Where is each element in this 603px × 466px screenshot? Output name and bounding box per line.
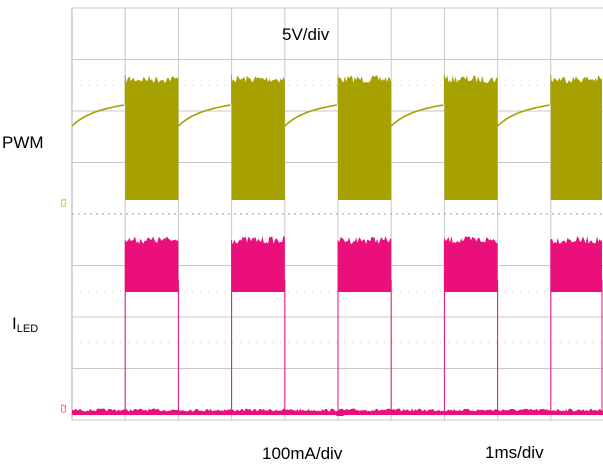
channel-1-marker: C1 — [61, 198, 68, 207]
channel-2-marker: C2 — [61, 404, 68, 413]
iled-label-main: I — [12, 314, 17, 333]
pwm-low-segment — [497, 104, 550, 127]
time-scale-label: 1ms/div — [485, 443, 544, 462]
current-scale-label: 100mA/div — [262, 444, 343, 463]
pwm-low-segment — [390, 104, 444, 127]
voltage-scale-label: 5V/div — [282, 25, 330, 44]
iled-pulse — [444, 236, 498, 292]
iled-trace — [72, 236, 603, 415]
pwm-pulse — [550, 75, 602, 200]
pwm-low-segment — [71, 104, 125, 127]
iled-pulse — [550, 236, 602, 292]
iled-pulse — [125, 236, 179, 292]
pwm-pulse — [125, 75, 179, 200]
iled-label: ILED — [12, 314, 38, 335]
iled-label-subscript: LED — [16, 323, 39, 335]
pwm-low-segment — [177, 104, 231, 127]
pwm-low-segment — [284, 104, 337, 127]
iled-pulse — [231, 236, 285, 292]
pwm-pulse — [231, 75, 285, 200]
pwm-pulse — [338, 75, 392, 200]
pwm-trace — [71, 75, 602, 200]
pwm-pulse — [444, 75, 498, 200]
trigger-marker — [336, 409, 344, 416]
iled-pulse — [338, 236, 392, 292]
pwm-label: PWM — [2, 133, 44, 152]
